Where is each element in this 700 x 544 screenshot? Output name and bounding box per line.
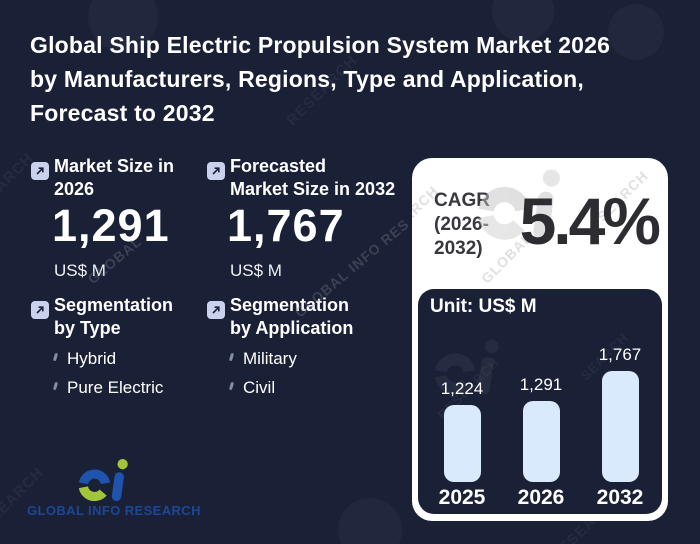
bar-value-label: 1,291 bbox=[519, 375, 563, 394]
segmentation-application-label-line1: Segmentation bbox=[230, 295, 350, 315]
chart-bar bbox=[443, 405, 481, 482]
cagr-label: CAGR (2026- 2032) bbox=[434, 189, 490, 261]
market-size-label-line2: 2026 bbox=[54, 179, 95, 199]
gi-logo-icon bbox=[78, 459, 128, 502]
bar-category-label: 2032 bbox=[596, 486, 644, 509]
bar-value-label: 1,224 bbox=[440, 379, 484, 398]
segment-item-label: Hybrid bbox=[67, 349, 117, 368]
market-size-unit: US$ M bbox=[54, 261, 106, 280]
bar-category-label: 2026 bbox=[517, 486, 565, 509]
segmentation-application-label: Segmentation by Application bbox=[230, 294, 353, 340]
market-size-label-line1: Market Size in bbox=[54, 156, 175, 176]
list-item: Military bbox=[228, 349, 297, 369]
segmentation-type-label: Segmentation by Type bbox=[54, 294, 173, 340]
segment-item-label: Civil bbox=[243, 378, 276, 397]
forecast-size-label-line2: Market Size in 2032 bbox=[230, 179, 396, 199]
arrow-up-right-icon bbox=[207, 301, 225, 319]
forecast-size-unit: US$ M bbox=[230, 261, 282, 280]
application-segment-list: Military Civil bbox=[228, 349, 297, 407]
segmentation-type-label-line1: Segmentation bbox=[54, 295, 174, 315]
watermark-text: SEARCH bbox=[0, 149, 38, 212]
market-size-label: Market Size in 2026 bbox=[54, 155, 174, 201]
watermark-blob bbox=[338, 498, 402, 544]
brand-logo-text: GLOBAL INFO RESEARCH bbox=[27, 503, 201, 518]
chart-bar bbox=[601, 371, 639, 482]
page-title: Global Ship Electric Propulsion System M… bbox=[30, 28, 680, 130]
segment-item-label: Military bbox=[243, 349, 297, 368]
bar-chart-panel: RESEARCH SEARCH Unit: US$ M 1,224 2025 1… bbox=[418, 289, 662, 514]
market-size-value: 1,291 bbox=[52, 200, 170, 251]
segmentation-application-label-line2: by Application bbox=[230, 318, 354, 338]
arrow-up-right-icon bbox=[31, 162, 49, 180]
arrow-up-right-icon bbox=[207, 162, 225, 180]
cagr-label-line3: 2032) bbox=[434, 238, 483, 259]
cagr-card: ARCH SEARCH GLOBAL CAGR (2026- 2032) 5.4… bbox=[412, 158, 668, 521]
bar-group-2026: 1,291 2026 bbox=[503, 375, 579, 510]
arrow-up-right-icon bbox=[31, 301, 49, 319]
bar-value-label: 1,767 bbox=[598, 345, 642, 364]
title-line-3: Forecast to 2032 bbox=[30, 100, 215, 126]
forecast-size-label-line1: Forecasted bbox=[230, 156, 327, 176]
cagr-label-line2: (2026- bbox=[434, 214, 489, 235]
title-line-1: Global Ship Electric Propulsion System M… bbox=[30, 32, 611, 58]
forecast-size-value: 1,767 bbox=[227, 200, 345, 251]
cagr-value: 5.4% bbox=[519, 184, 661, 258]
chart-unit-label: Unit: US$ M bbox=[430, 296, 537, 317]
title-line-2: by Manufacturers, Regions, Type and Appl… bbox=[30, 66, 585, 92]
chart-bar bbox=[522, 401, 560, 482]
bullet-icon bbox=[228, 381, 235, 391]
bullet-icon bbox=[52, 352, 59, 362]
bar-group-2025: 1,224 2025 bbox=[424, 379, 500, 510]
type-segment-list: Hybrid Pure Electric bbox=[52, 349, 164, 407]
forecast-size-label: Forecasted Market Size in 2032 bbox=[230, 155, 395, 201]
segmentation-type-label-line2: by Type bbox=[54, 318, 121, 338]
list-item: Pure Electric bbox=[52, 378, 164, 398]
bullet-icon bbox=[228, 352, 235, 362]
bar-group-2032: 1,767 2032 bbox=[582, 345, 658, 510]
segment-item-label: Pure Electric bbox=[67, 378, 164, 397]
list-item: Hybrid bbox=[52, 349, 163, 369]
cagr-label-line1: CAGR bbox=[434, 190, 490, 211]
bullet-icon bbox=[52, 381, 59, 391]
list-item: Civil bbox=[228, 378, 297, 398]
bar-category-label: 2025 bbox=[438, 486, 486, 509]
